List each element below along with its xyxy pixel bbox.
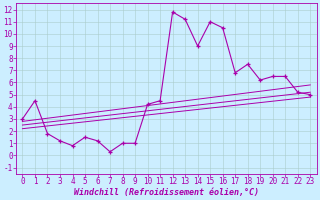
X-axis label: Windchill (Refroidissement éolien,°C): Windchill (Refroidissement éolien,°C) [74,188,259,197]
